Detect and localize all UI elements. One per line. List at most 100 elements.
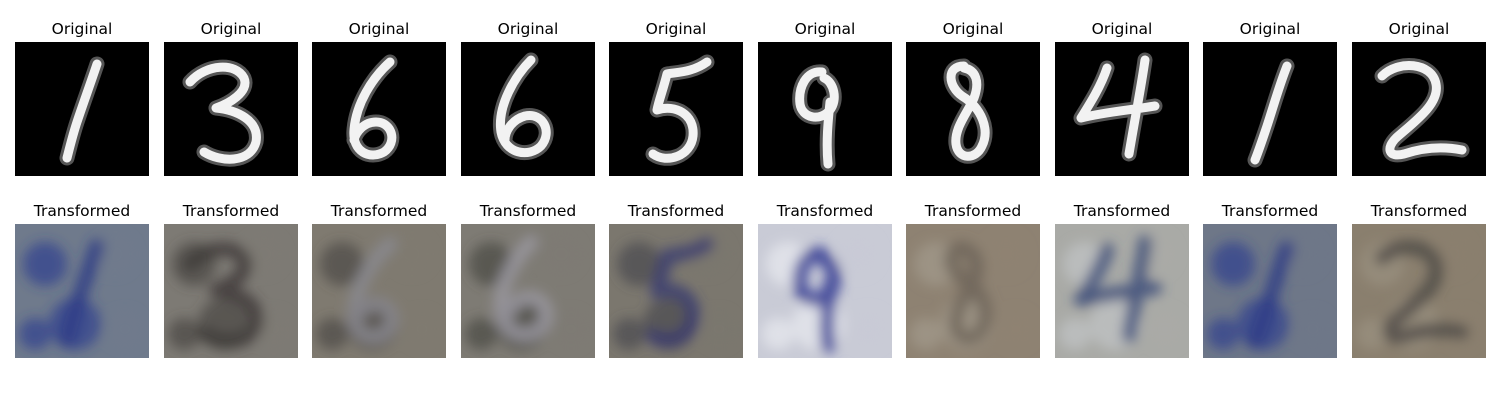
original-title-4: Original [497, 20, 559, 38]
transformed-image-texture [465, 234, 589, 350]
transformed-title-6: Transformed [776, 202, 874, 220]
transformed-title-2: Transformed [182, 202, 280, 220]
texture-blob [541, 234, 581, 274]
texture-blob [1059, 318, 1091, 350]
transformed-digit-stroke [792, 246, 842, 353]
transformed-image-7 [906, 224, 1040, 358]
transformed-image-3 [312, 224, 446, 358]
transformed-image-texture [613, 234, 737, 350]
texture-blob [762, 318, 794, 350]
transformed-title-4: Transformed [479, 202, 577, 220]
digit-stroke [1076, 55, 1160, 159]
digit-stroke [648, 57, 712, 163]
transformed-image-1 [15, 224, 149, 358]
texture-blob [1207, 318, 1239, 350]
transformed-image-texture [316, 234, 440, 350]
transformed-digit-stroke [1248, 241, 1294, 349]
transformed-title-9: Transformed [1221, 202, 1319, 220]
transformed-title-7: Transformed [924, 202, 1022, 220]
transformed-title-5: Transformed [627, 202, 725, 220]
texture-blob [701, 311, 737, 347]
transformed-image-texture [168, 234, 292, 350]
transformed-digit-stroke [493, 235, 554, 342]
transformed-image-texture [762, 234, 886, 353]
original-title-1: Original [51, 20, 113, 38]
original-title-5: Original [645, 20, 707, 38]
texture-blob [613, 318, 645, 350]
original-title-10: Original [1388, 20, 1450, 38]
transformed-image-texture [19, 234, 143, 350]
transformed-image-8 [1055, 224, 1189, 358]
texture-blob [244, 234, 284, 274]
transformed-digit-stroke [944, 241, 993, 346]
transformed-image-texture [1059, 234, 1183, 350]
original-title-7: Original [942, 20, 1004, 38]
texture-blob [95, 234, 135, 274]
texture-blob [1283, 234, 1323, 274]
texture-blob [617, 242, 661, 286]
texture-blob [168, 318, 200, 350]
original-title-8: Original [1091, 20, 1153, 38]
original-image-3 [312, 42, 446, 176]
transformed-image-texture [1356, 234, 1480, 350]
transformed-image-texture [910, 234, 1034, 350]
texture-blob [392, 234, 432, 274]
transformed-digit-stroke [1074, 235, 1162, 343]
texture-blob [107, 311, 143, 347]
transformed-title-8: Transformed [1073, 202, 1171, 220]
transformed-digit-stroke [183, 242, 264, 349]
transformed-image-4 [461, 224, 595, 358]
texture-blob [256, 311, 292, 347]
digit-stroke [349, 57, 397, 160]
transformed-image-2 [164, 224, 298, 358]
transformed-image-5 [609, 224, 743, 358]
texture-blob [1295, 311, 1331, 347]
original-image-5 [609, 42, 743, 176]
texture-blob [1356, 318, 1388, 350]
texture-blob [320, 242, 364, 286]
texture-blob [404, 311, 440, 347]
texture-blob [910, 318, 942, 350]
original-image-2 [164, 42, 298, 176]
texture-blob [465, 318, 497, 350]
texture-blob [986, 234, 1026, 274]
transformed-title-10: Transformed [1370, 202, 1468, 220]
digit-stroke [946, 61, 990, 161]
texture-blob [23, 242, 67, 286]
transformed-image-6 [758, 224, 892, 358]
transformed-title-3: Transformed [330, 202, 428, 220]
digit-stroke [495, 55, 551, 158]
transformed-image-texture [1207, 234, 1331, 350]
texture-blob [553, 311, 589, 347]
original-title-3: Original [348, 20, 410, 38]
digit-stroke [62, 59, 102, 163]
texture-blob [850, 311, 886, 347]
texture-blob [998, 311, 1034, 347]
digit-stroke [795, 67, 839, 169]
original-image-6 [758, 42, 892, 176]
transformed-title-1: Transformed [33, 202, 131, 220]
original-image-7 [906, 42, 1040, 176]
original-image-8 [1055, 42, 1189, 176]
original-title-6: Original [794, 20, 856, 38]
transformed-digit-stroke [60, 239, 104, 347]
transformed-digit-stroke [646, 237, 714, 348]
transformed-digit-stroke [346, 237, 399, 344]
original-title-9: Original [1239, 20, 1301, 38]
transformed-image-9 [1203, 224, 1337, 358]
texture-blob [316, 318, 348, 350]
original-image-1 [15, 42, 149, 176]
digit-stroke [1377, 61, 1467, 160]
original-image-9 [1203, 42, 1337, 176]
original-image-4 [461, 42, 595, 176]
texture-blob [19, 318, 51, 350]
original-title-2: Original [200, 20, 262, 38]
original-image-10 [1352, 42, 1486, 176]
texture-blob [838, 234, 878, 274]
texture-blob [1211, 242, 1255, 286]
transformed-digit-stroke [1375, 240, 1469, 344]
digit-stroke [1250, 61, 1292, 165]
texture-blob [1147, 311, 1183, 347]
digit-stroke [185, 62, 261, 164]
transformed-image-10 [1352, 224, 1486, 358]
